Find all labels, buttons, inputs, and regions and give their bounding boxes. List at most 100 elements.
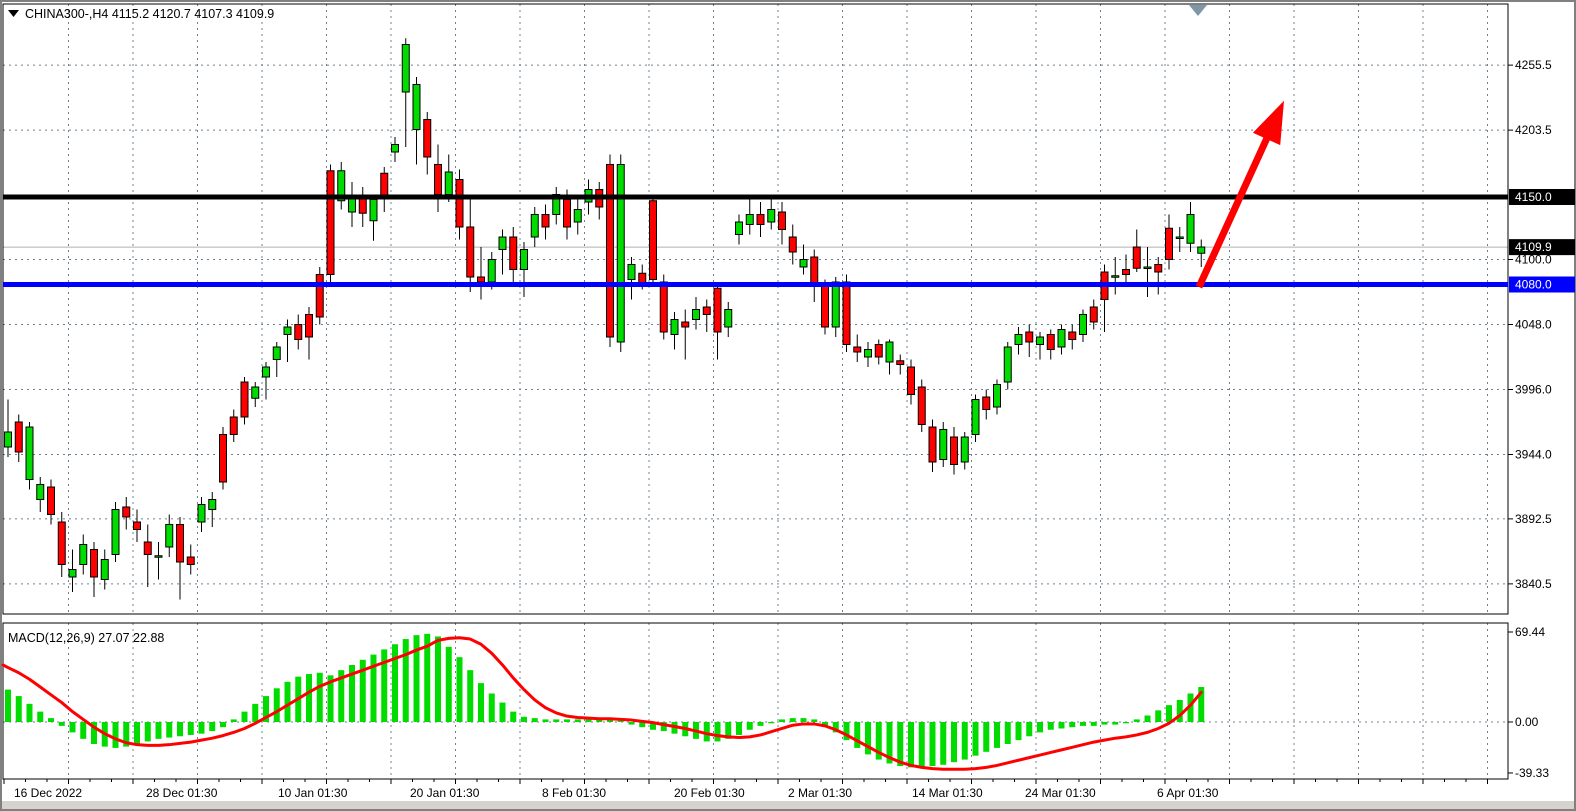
grid-layer [3,4,1508,779]
candle [595,182,604,220]
symbol-dropdown-icon[interactable] [8,10,19,17]
macd-histogram-bar [402,639,409,722]
candle [1046,329,1055,360]
chart-objects [3,100,1508,289]
candle [1057,324,1066,355]
macd-histogram-bar [198,722,205,734]
candle-body-bull [111,509,120,555]
candle-body-bear [315,274,324,318]
candle [455,169,464,240]
candle [917,379,926,432]
macd-histogram-bar [37,711,44,722]
macd-histogram-bar [617,720,624,722]
macd-histogram-bar [1166,705,1172,722]
candle [358,187,367,227]
macd-histogram-bar [1069,722,1076,728]
time-axis: 16 Dec 2022 28 Dec 01:30 10 Jan 01:30 20 Ja… [3,779,1488,800]
candle-body-bull [960,436,969,463]
candle-body-bull [197,504,206,523]
macd-histogram-bar [886,722,893,764]
candle [219,427,227,490]
price-tick-label: 4203.5 [1515,123,1552,137]
time-tick-label: 2 Mar 01:30 [788,786,852,800]
candle-body-bull [391,144,399,153]
candle [47,479,55,525]
candle-body-bull [1111,275,1120,278]
candle [1014,327,1023,355]
resistance-hline[interactable] [3,194,1508,200]
candle [552,187,561,225]
candle [1165,214,1173,270]
support-hline[interactable] [3,282,1508,287]
candle [315,267,324,325]
candle-body-bull [68,569,77,578]
macd-histogram-bar [338,670,345,722]
candle [1079,309,1087,342]
chart-shift-marker-icon[interactable] [1189,5,1207,16]
macd-histogram-bar [1144,715,1151,722]
macd-histogram-bar [521,716,527,722]
candle-body-bear [702,306,711,315]
time-tick-label: 24 Mar 01:30 [1025,786,1096,800]
macd-histogram-bar [832,722,839,733]
time-tick-label: 6 Apr 01:30 [1157,786,1219,800]
candle-body-bull [993,384,1001,408]
candle [262,362,270,400]
candle-body-bull [4,431,12,448]
time-tick-label: 20 Jan 01:30 [410,786,480,800]
macd-histogram-bar [628,722,635,725]
candle-body-bear [681,321,690,328]
candle [649,194,657,287]
candle [767,194,776,230]
macd-histogram-bar [241,711,248,722]
price-badge-4109.9 [1509,239,1575,256]
candle-body-bull [971,399,980,435]
candle [251,382,260,407]
macd-histogram-bar [811,719,818,722]
candle-body-bear [294,324,303,340]
candle-body-bull [627,264,636,280]
macd-histogram-bar [1037,722,1043,733]
macd-histogram-bar [660,722,667,732]
macd-histogram-bar [1058,722,1065,729]
candle-body-bull [573,209,582,223]
macd-histogram-bar [456,657,463,722]
price-tick-label: 3996.0 [1515,383,1552,397]
time-tick-label: 28 Dec 01:30 [146,786,218,800]
candle-body-bear [928,426,937,463]
candle-body-bear [1025,331,1034,343]
candle [993,379,1001,415]
price-badge-label: 4109.9 [1515,240,1552,254]
macd-histogram-bar [48,718,54,722]
macd-histogram-bar [1198,687,1205,722]
candle-body-bull [1175,236,1184,239]
candle-body-bear [1122,269,1130,275]
macd-histogram-bar [1187,693,1194,722]
macd-histogram-bar [445,646,452,722]
candle [1143,247,1152,297]
trend-arrow-head[interactable] [1252,100,1284,146]
candle-body-bear [638,272,647,284]
candle [745,197,754,235]
macd-histogram-bar [865,722,871,755]
macd-histogram-bar [542,719,549,722]
candle [186,544,195,575]
candle [939,422,948,467]
macd-histogram-bar [607,719,613,722]
macd-histogram-bar [488,693,495,722]
macd-histogram-bar [650,722,656,730]
candle-body-bull [724,309,733,328]
candle-body-bull [487,259,496,283]
macd-histogram-bar [1015,722,1022,741]
macd-histogram-bar [435,636,441,722]
chart-title: CHINA300-,H4 4115.2 4120.7 4107.3 4109.9 [25,7,274,21]
candle [434,144,442,212]
candle [821,279,829,335]
candle [1154,257,1163,295]
price-badge-4150.0 [1509,189,1575,205]
candle [735,214,743,245]
candlestick-series [4,38,1206,600]
trend-arrow-shaft[interactable] [1195,132,1273,289]
candle-body-bull [251,386,260,399]
